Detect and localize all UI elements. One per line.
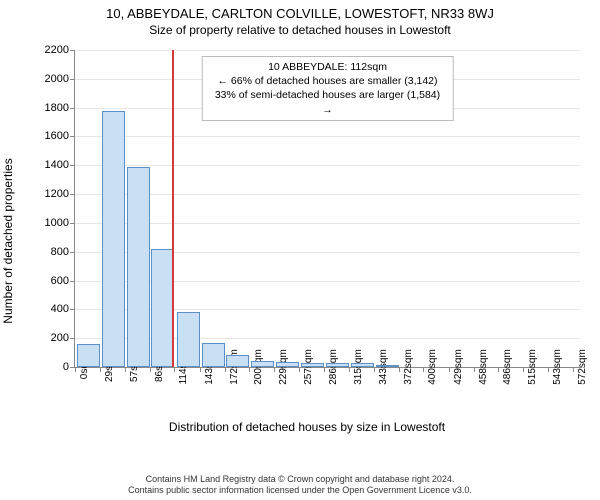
x-tick-label: 257sqm xyxy=(299,349,314,385)
x-tick-label: 372sqm xyxy=(399,349,414,385)
x-tick-label: 286sqm xyxy=(324,349,339,385)
y-tick-label: 600 xyxy=(51,275,75,287)
y-tick-label: 2000 xyxy=(45,73,75,85)
x-tick-label: 515sqm xyxy=(523,349,538,385)
y-tick-label: 1400 xyxy=(45,159,75,171)
x-tick-label: 572sqm xyxy=(573,349,588,385)
annotation-line2: ← 66% of detached houses are smaller (3,… xyxy=(210,74,445,88)
histogram-bar xyxy=(376,365,399,367)
x-tick-label: 429sqm xyxy=(449,349,464,385)
y-axis-label: Number of detached properties xyxy=(1,158,15,323)
x-tick-label: 458sqm xyxy=(474,349,489,385)
gridline xyxy=(75,223,580,224)
gridline xyxy=(75,50,580,51)
y-tick-label: 0 xyxy=(63,361,75,373)
page-title: 10, ABBEYDALE, CARLTON COLVILLE, LOWESTO… xyxy=(0,0,600,21)
histogram-bar xyxy=(77,344,100,367)
footer-line2: Contains public sector information licen… xyxy=(0,485,600,496)
histogram-bar xyxy=(326,363,349,367)
histogram-bar xyxy=(127,167,150,367)
histogram-bar xyxy=(102,111,125,367)
footer-line1: Contains HM Land Registry data © Crown c… xyxy=(0,474,600,485)
gridline xyxy=(75,136,580,137)
y-tick-label: 400 xyxy=(51,303,75,315)
gridline xyxy=(75,194,580,195)
histogram-bar xyxy=(226,355,249,367)
histogram-bar xyxy=(202,343,225,367)
page-subtitle: Size of property relative to detached ho… xyxy=(0,21,600,37)
x-tick-label: 543sqm xyxy=(548,349,563,385)
gridline xyxy=(75,165,580,166)
annotation-box: 10 ABBEYDALE: 112sqm ← 66% of detached h… xyxy=(201,56,454,121)
y-tick-label: 1800 xyxy=(45,102,75,114)
x-tick-label: 343sqm xyxy=(374,349,389,385)
reference-line xyxy=(172,50,174,367)
chart-container: Number of detached properties 0200400600… xyxy=(28,46,586,422)
histogram-bar xyxy=(251,361,274,367)
histogram-bar xyxy=(351,363,374,367)
histogram-bar xyxy=(177,312,200,367)
annotation-line3: 33% of semi-detached houses are larger (… xyxy=(210,88,445,116)
x-tick-label: 200sqm xyxy=(249,349,264,385)
y-tick-label: 800 xyxy=(51,246,75,258)
y-tick-label: 2200 xyxy=(45,44,75,56)
y-tick-label: 200 xyxy=(51,332,75,344)
histogram-bar xyxy=(301,363,324,367)
x-tick-label: 486sqm xyxy=(498,349,513,385)
plot-area: 0200400600800100012001400160018002000220… xyxy=(74,50,580,368)
x-tick-label: 400sqm xyxy=(423,349,438,385)
y-tick-label: 1600 xyxy=(45,130,75,142)
footer-text: Contains HM Land Registry data © Crown c… xyxy=(0,474,600,497)
x-axis-label: Distribution of detached houses by size … xyxy=(169,420,445,434)
y-tick-label: 1000 xyxy=(45,217,75,229)
histogram-bar xyxy=(276,362,299,367)
annotation-line1: 10 ABBEYDALE: 112sqm xyxy=(210,60,445,74)
x-tick-label: 229sqm xyxy=(274,349,289,385)
x-tick-label: 315sqm xyxy=(349,349,364,385)
y-tick-label: 1200 xyxy=(45,188,75,200)
